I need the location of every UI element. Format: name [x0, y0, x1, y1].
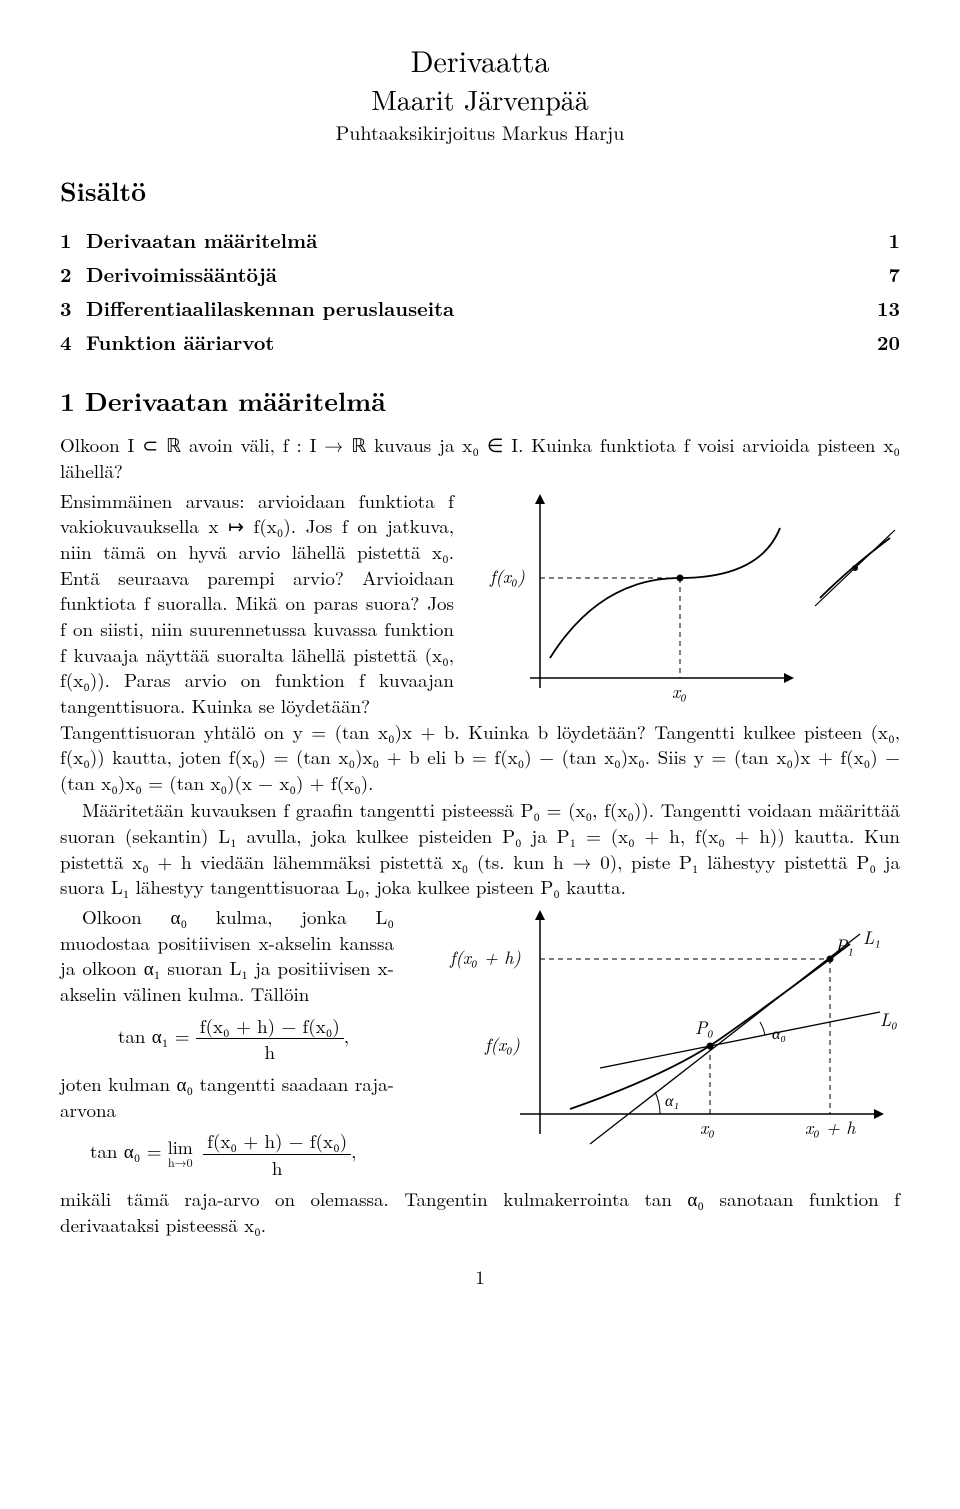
toc-num: 2	[60, 260, 86, 287]
alpha-figure-row: Olkoon α₀ kulma, jonka L₀ muodostaa posi…	[60, 904, 900, 1186]
secant-paragraph: Määritetään kuvauksen f graafin tangentt…	[60, 797, 900, 900]
toc-num: 3	[60, 294, 86, 321]
intro-paragraph: Olkoon I ⊂ ℝ avoin väli, f : I → ℝ kuvau…	[60, 432, 900, 483]
page-number: 1	[60, 1264, 900, 1290]
eq1-numerator: f(x₀ + h) − f(x₀)	[196, 1013, 344, 1040]
left-paragraph: Ensimmäinen arvaus: arvioidaan funktiota…	[60, 488, 454, 719]
fig1-label-x0: x₀	[672, 679, 687, 704]
alpha-paragraph: Olkoon α₀ kulma, jonka L₀ muodostaa posi…	[60, 904, 394, 1007]
eq2-limsub: h→0	[168, 1157, 193, 1169]
fig1-label-fx0: f(x₀)	[489, 564, 525, 589]
fig2-label-L0: L₀	[880, 1007, 898, 1032]
toc-item: 3 Differentiaalilaskennan peruslauseita …	[60, 294, 900, 321]
doc-author: Maarit Järvenpää	[60, 81, 900, 119]
toc-num: 1	[60, 226, 86, 253]
fig2-label-P0: P₀	[695, 1015, 713, 1040]
figure-1: f(x₀) x₀	[480, 488, 900, 708]
between-equations: joten kulman α₀ tangentti saadaan raja-a…	[60, 1071, 394, 1122]
alpha-column: Olkoon α₀ kulma, jonka L₀ muodostaa posi…	[60, 904, 394, 1186]
toc-page: 20	[862, 328, 900, 355]
eq1-comma: ,	[344, 1022, 349, 1049]
toc-item: 4 Funktion ääriarvot 20	[60, 328, 900, 355]
toc-label: Funktion ääriarvot	[86, 328, 862, 355]
equation-tan-alpha1: tan α₁ = f(x₀ + h) − f(x₀) h ,	[118, 1013, 394, 1065]
toc-num: 4	[60, 328, 86, 355]
toc-page: 13	[862, 294, 900, 321]
eq1-denominator: h	[196, 1039, 344, 1065]
toc-heading: Sisältö	[60, 173, 900, 208]
text-figure-row: Ensimmäinen arvaus: arvioidaan funktiota…	[60, 488, 900, 719]
eq2-lhs: tan α₀ =	[90, 1137, 168, 1164]
tangent-paragraph: Tangenttisuoran yhtälö on y = (tan x₀)x …	[60, 719, 900, 796]
eq2-numerator: f(x₀ + h) − f(x₀)	[203, 1128, 351, 1155]
title-block: Derivaatta Maarit Järvenpää Puhtaaksikir…	[60, 40, 900, 145]
toc-label: Derivoimissääntöjä	[86, 260, 862, 287]
toc-item: 2 Derivoimissääntöjä 7	[60, 260, 900, 287]
eq2-comma: ,	[351, 1137, 356, 1164]
figure-2: f(x₀ + h) f(x₀) x₀ x₀ + h P₀ P₁ L₀ L₁ α₀…	[420, 904, 900, 1164]
final-paragraph: mikäli tämä raja-arvo on olemassa. Tange…	[60, 1186, 900, 1237]
fig2-label-fx0: f(x₀)	[484, 1032, 520, 1057]
toc-page: 1	[862, 226, 900, 253]
doc-title: Derivaatta	[60, 40, 900, 81]
toc-label: Differentiaalilaskennan peruslauseita	[86, 294, 862, 321]
toc-page: 7	[862, 260, 900, 287]
section-heading: 1 Derivaatan määritelmä	[60, 383, 900, 418]
fig2-label-a0: α₀	[772, 1021, 786, 1044]
toc-item: 1 Derivaatan määritelmä 1	[60, 226, 900, 253]
fig2-label-fx0h: f(x₀ + h)	[449, 945, 521, 970]
doc-subtitle: Puhtaaksikirjoitus Markus Harju	[60, 118, 900, 145]
eq2-denominator: h	[203, 1155, 351, 1181]
fig2-label-a1: α₁	[665, 1088, 679, 1111]
equation-tan-alpha0: tan α₀ = lim h→0 f(x₀ + h) − f(x₀) h ,	[90, 1128, 394, 1180]
fig2-label-x0h: x₀ + h	[805, 1115, 856, 1140]
toc-label: Derivaatan määritelmä	[86, 226, 862, 253]
fig2-label-P1: P₁	[835, 933, 853, 958]
eq1-lhs: tan α₁ =	[118, 1022, 196, 1049]
fig2-label-L1: L₁	[863, 925, 881, 950]
fig2-label-x0: x₀	[700, 1115, 715, 1140]
